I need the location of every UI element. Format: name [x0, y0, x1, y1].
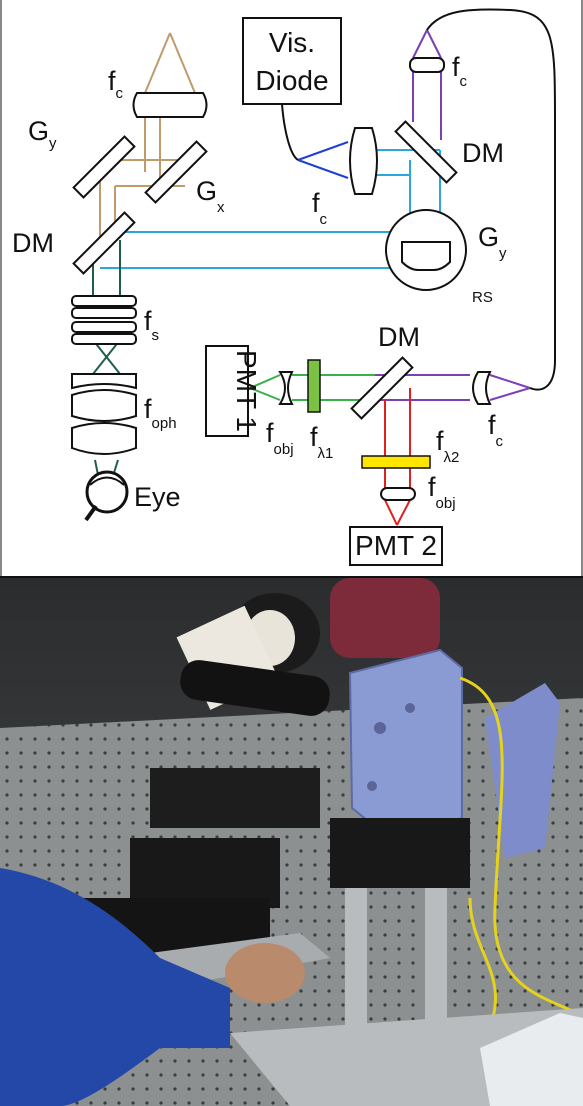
blue-card [485, 683, 560, 858]
pmt2-box [349, 526, 443, 566]
resonant-scanner [385, 209, 467, 291]
vis-diode-box [242, 17, 342, 105]
objective-lens-pmt2 [380, 487, 416, 501]
scan-lens-stack [71, 295, 137, 345]
label-dm-left: DM [12, 228, 54, 258]
label-dm-bottom-right: DM [378, 322, 420, 352]
label-gy-right: Gy [478, 222, 507, 262]
label-eye: Eye [134, 482, 181, 512]
housing-screw [405, 703, 415, 713]
blue-beam-path [297, 141, 349, 179]
housing-screw [374, 722, 386, 734]
galvo-mirror-gy-left [72, 135, 136, 199]
purple-beam-path [362, 29, 531, 401]
fiber-cable [426, 8, 556, 391]
translation-stage-middle [130, 838, 280, 908]
tan-beam-path [99, 32, 196, 240]
housing-screw [367, 781, 377, 791]
filter-lambda2 [361, 455, 431, 469]
person-hand [225, 943, 305, 1003]
red-beam-path [384, 388, 411, 526]
objective-lens-pmt1 [278, 371, 294, 405]
blue-housing [348, 648, 463, 842]
dichroic-mirror-top-right [394, 120, 458, 184]
dichroic-mirror-left [72, 211, 136, 275]
translation-stage-upper [150, 768, 320, 828]
label-fc-top-right: fc [452, 52, 468, 90]
diode-lead [281, 103, 299, 161]
label-flambda1: fλ1 [310, 422, 333, 462]
yellow-fiber [459, 676, 583, 1020]
label-flambda2: fλ2 [436, 426, 459, 466]
label-rs: RS [472, 289, 493, 306]
person-arm-sleeve [0, 868, 230, 1106]
eye-icon [84, 470, 129, 522]
post-right [425, 888, 447, 1048]
label-fc-diode: fc [312, 188, 328, 228]
label-fs: fs [144, 306, 159, 344]
diode-collimating-lens [349, 127, 378, 195]
collimating-lens-left [132, 92, 208, 118]
galvo-mirror-gx [144, 140, 208, 204]
optical-layout-diagram: Vis. Diode PMT 1 PMT 2 [0, 0, 583, 578]
label-gy-left: Gy [28, 116, 57, 152]
dichroic-mirror-bottom-right [350, 356, 414, 420]
pmt1-box [205, 345, 249, 437]
ophthalmic-lens-stack [71, 373, 137, 455]
background-person [330, 578, 440, 658]
label-gx: Gx [196, 176, 225, 216]
label-dm-top-right: DM [462, 138, 504, 168]
fiber-lens-top [409, 57, 445, 73]
fiber-lens-bottom [472, 371, 492, 405]
pmt1-label: PMT 1 [231, 350, 262, 432]
lab-photo [0, 578, 583, 1106]
filter-lambda1 [307, 359, 321, 413]
pmt2-label: PMT 2 [355, 530, 437, 561]
label-fobj-pmt1: fobj [266, 418, 294, 458]
label-foph: foph [144, 394, 177, 432]
post-left [345, 888, 367, 1048]
vis-diode-label-line1: Vis. [269, 27, 315, 58]
white-box [480, 1013, 583, 1106]
label-fc-left: fc [108, 66, 124, 102]
label-fobj-pmt2: fobj [428, 472, 456, 512]
vis-diode-label-line2: Diode [255, 65, 328, 96]
label-fc-bottom-right: fc [488, 410, 504, 450]
right-mount [330, 818, 470, 888]
objective-tube [180, 660, 330, 716]
green-beam-path [249, 374, 375, 401]
